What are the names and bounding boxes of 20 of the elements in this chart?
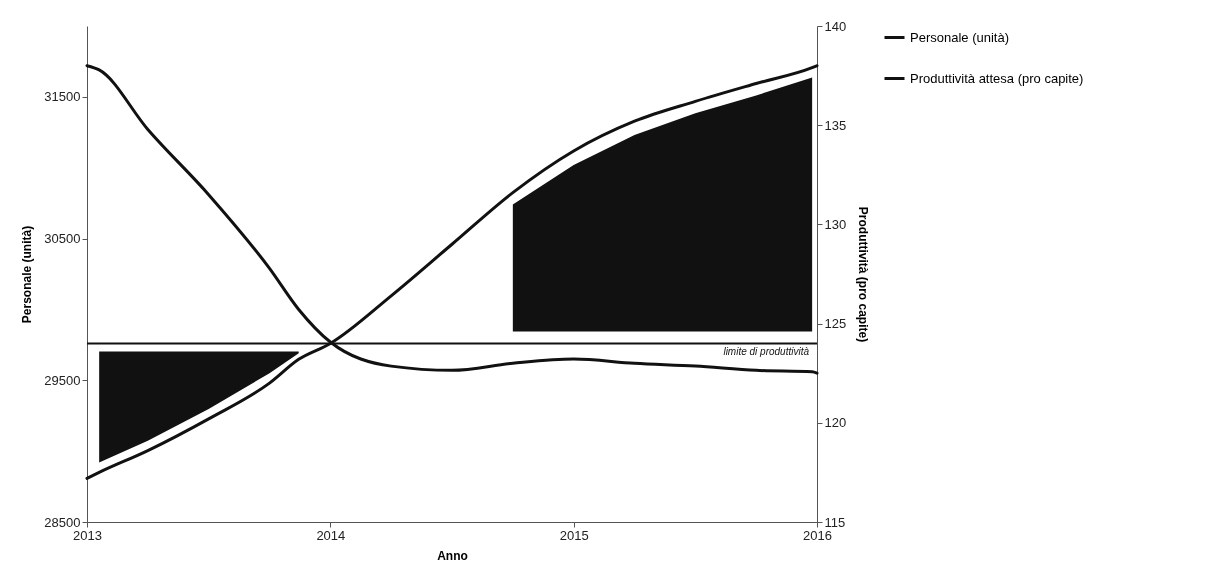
x-tick-label: 2013 [73,527,102,543]
ref-line-label: limite di produttività [723,346,810,358]
y2-tick-label: 115 [824,514,846,530]
y2-tick-label: 120 [824,415,847,431]
x-axis-title: Anno [437,548,468,563]
x-tick-label: 2014 [316,527,346,543]
x-tick-label: 2015 [559,527,589,543]
y-tick-label: 30500 [44,231,81,247]
legend-label: Produttività attesa (pro capite) [910,70,1084,86]
x-tick-label: 2016 [803,527,832,543]
y2-tick-label: 130 [824,216,847,232]
y2-tick-label: 135 [824,117,847,133]
y2-axis-title: Produttività (pro capite) [856,206,871,343]
y2-tick-label: 140 [824,18,847,34]
y-tick-label: 29500 [44,372,81,388]
y-tick-label: 31500 [44,89,81,105]
legend-label: Personale (unità) [910,29,1009,45]
y2-tick-label: 125 [824,316,847,332]
y-axis-title: Personale (unità) [20,225,35,324]
y-tick-label: 28500 [44,514,81,530]
